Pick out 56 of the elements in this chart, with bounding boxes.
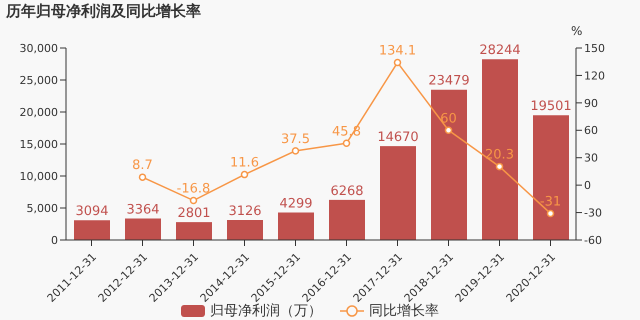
data-label: 4299 [279, 196, 313, 212]
data-label: 28244 [479, 43, 521, 58]
data-label: 20.3 [485, 148, 514, 163]
y2-tick-label: 90 [584, 96, 598, 110]
y2-tick-label: -60 [584, 234, 602, 247]
bar [482, 59, 518, 240]
data-label: 14670 [377, 130, 419, 146]
y-tick-label: 25,000 [20, 74, 58, 87]
y2-tick-label: 150 [584, 42, 605, 55]
y2-tick-label: -30 [584, 206, 602, 220]
point [444, 126, 452, 134]
point [342, 140, 350, 148]
y2-tick-label: 120 [584, 69, 605, 82]
y2-tick-label: 60 [584, 124, 598, 138]
y-tick-label: 20,000 [20, 106, 58, 119]
data-label: 23479 [428, 74, 470, 89]
bar [533, 115, 569, 240]
y-tick-label: 10,000 [20, 170, 58, 183]
point [138, 173, 146, 181]
bar [125, 218, 161, 240]
data-label: 3364 [126, 202, 160, 218]
point [190, 196, 198, 204]
y-tick-label: 15,000 [20, 138, 58, 151]
point [546, 210, 554, 218]
bar [74, 220, 110, 240]
bar [176, 222, 212, 240]
data-label: 19501 [530, 99, 572, 114]
point [240, 170, 248, 178]
data-label: 3094 [75, 204, 109, 220]
data-label: 11.6 [230, 156, 259, 171]
legend-label: 同比增长率 [369, 303, 439, 319]
data-label: 3126 [228, 204, 262, 219]
bar [380, 146, 416, 240]
point [292, 147, 300, 155]
point [496, 162, 504, 170]
chart-title: 历年归母净利润及同比增长率 [6, 2, 201, 21]
data-label: 60 [440, 111, 457, 126]
bar [227, 220, 263, 240]
bar [431, 90, 467, 240]
data-label: 2801 [177, 206, 211, 222]
point [394, 58, 402, 66]
y2-tick-label: 0 [584, 179, 591, 192]
data-label: -31 [540, 194, 562, 210]
bar [278, 212, 314, 240]
data-label: 134.1 [378, 44, 416, 59]
data-label: 37.5 [281, 132, 310, 147]
y-tick-label: 30,000 [20, 42, 58, 55]
legend-label: 归母净利润（万） [210, 303, 322, 319]
data-label: 8.7 [132, 158, 153, 174]
data-label: 6268 [330, 184, 364, 199]
y-tick-label: 0 [51, 234, 58, 247]
y-tick-label: 5,000 [26, 202, 58, 215]
bar [329, 200, 365, 240]
y2-axis-title: % [571, 24, 582, 38]
data-label: -16.8 [176, 182, 210, 197]
y2-tick-label: 30 [584, 152, 598, 165]
